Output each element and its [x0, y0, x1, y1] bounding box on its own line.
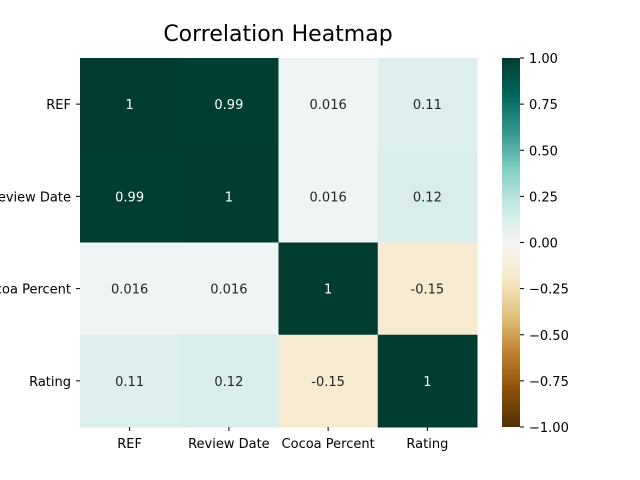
colorbar-tick-label: 0.25 [529, 190, 558, 205]
colorbar-tick-label: 0.50 [529, 144, 558, 159]
cell-annotation: -0.15 [411, 283, 445, 298]
chart-title: Correlation Heatmap [163, 22, 392, 47]
heatmap-cell [80, 58, 180, 151]
heatmap-cell [179, 58, 279, 151]
heatmap-cell [179, 334, 279, 428]
column-tick-label: Cocoa Percent [282, 437, 375, 452]
colorbar-tick-label: 0.00 [529, 237, 558, 252]
cell-annotation: 0.016 [111, 283, 148, 298]
cell-annotation: 1 [125, 98, 133, 113]
colorbar-tick-label: 1.00 [529, 52, 558, 67]
row-tick-label: REF [46, 98, 71, 113]
cell-annotation: 1 [423, 375, 431, 390]
colorbar-ticks: 1.00 0.75 0.50 0.25 0.00 −0.25 −0.50 −0.75 −1.00 [520, 52, 569, 436]
cell-annotation: 0.11 [413, 98, 442, 113]
heatmap-cell [278, 242, 379, 336]
heatmap-cell [377, 242, 478, 336]
cell-annotation: 1 [324, 283, 332, 298]
row-tick-label: Rating [29, 375, 71, 390]
column-tick-label: Rating [406, 437, 448, 452]
colorbar-tick-label: −1.00 [529, 421, 569, 436]
row-tick-label: Cocoa Percent [0, 283, 71, 298]
cell-annotation: 0.12 [214, 375, 243, 390]
colorbar-tick-label: −0.75 [529, 375, 569, 390]
heatmap-cell [278, 334, 379, 428]
cell-annotation: 0.016 [310, 190, 347, 205]
cell-annotation: 0.016 [210, 283, 247, 298]
colorbar-tick-label: −0.50 [529, 329, 569, 344]
heatmap-cell [377, 58, 478, 151]
colorbar-tick-label: −0.25 [529, 283, 569, 298]
cell-annotation: 0.016 [310, 98, 347, 113]
heatmap-cell [179, 150, 279, 243]
heatmap-cell [80, 334, 180, 428]
row-tick-labels: REF Review Date Cocoa Percent Rating [0, 98, 80, 390]
cell-annotation: 0.99 [115, 190, 144, 205]
column-tick-label: REF [117, 437, 142, 452]
heatmap-cell [80, 150, 180, 243]
column-tick-labels: REF Review Date Cocoa Percent Rating [117, 427, 448, 452]
cell-annotation: 1 [225, 190, 233, 205]
cell-annotation: 0.99 [214, 98, 243, 113]
cell-annotation: 0.11 [115, 375, 144, 390]
row-tick-label: Review Date [0, 190, 71, 205]
heatmap-cells: 1 0.99 0.016 0.11 0.99 1 0.016 0.12 0.016 0.016 1 -… [80, 58, 478, 428]
heatmap-cell [179, 242, 279, 336]
heatmap-cell [80, 242, 180, 336]
heatmap-cell [377, 334, 478, 428]
column-tick-label: Review Date [188, 437, 270, 452]
heatmap-cell [278, 58, 379, 151]
cell-annotation: 0.12 [413, 190, 442, 205]
colorbar [502, 58, 520, 427]
colorbar-tick-label: 0.75 [529, 98, 558, 113]
cell-annotation: -0.15 [311, 375, 345, 390]
heatmap-cell [377, 150, 478, 243]
heatmap-cell [278, 150, 379, 243]
